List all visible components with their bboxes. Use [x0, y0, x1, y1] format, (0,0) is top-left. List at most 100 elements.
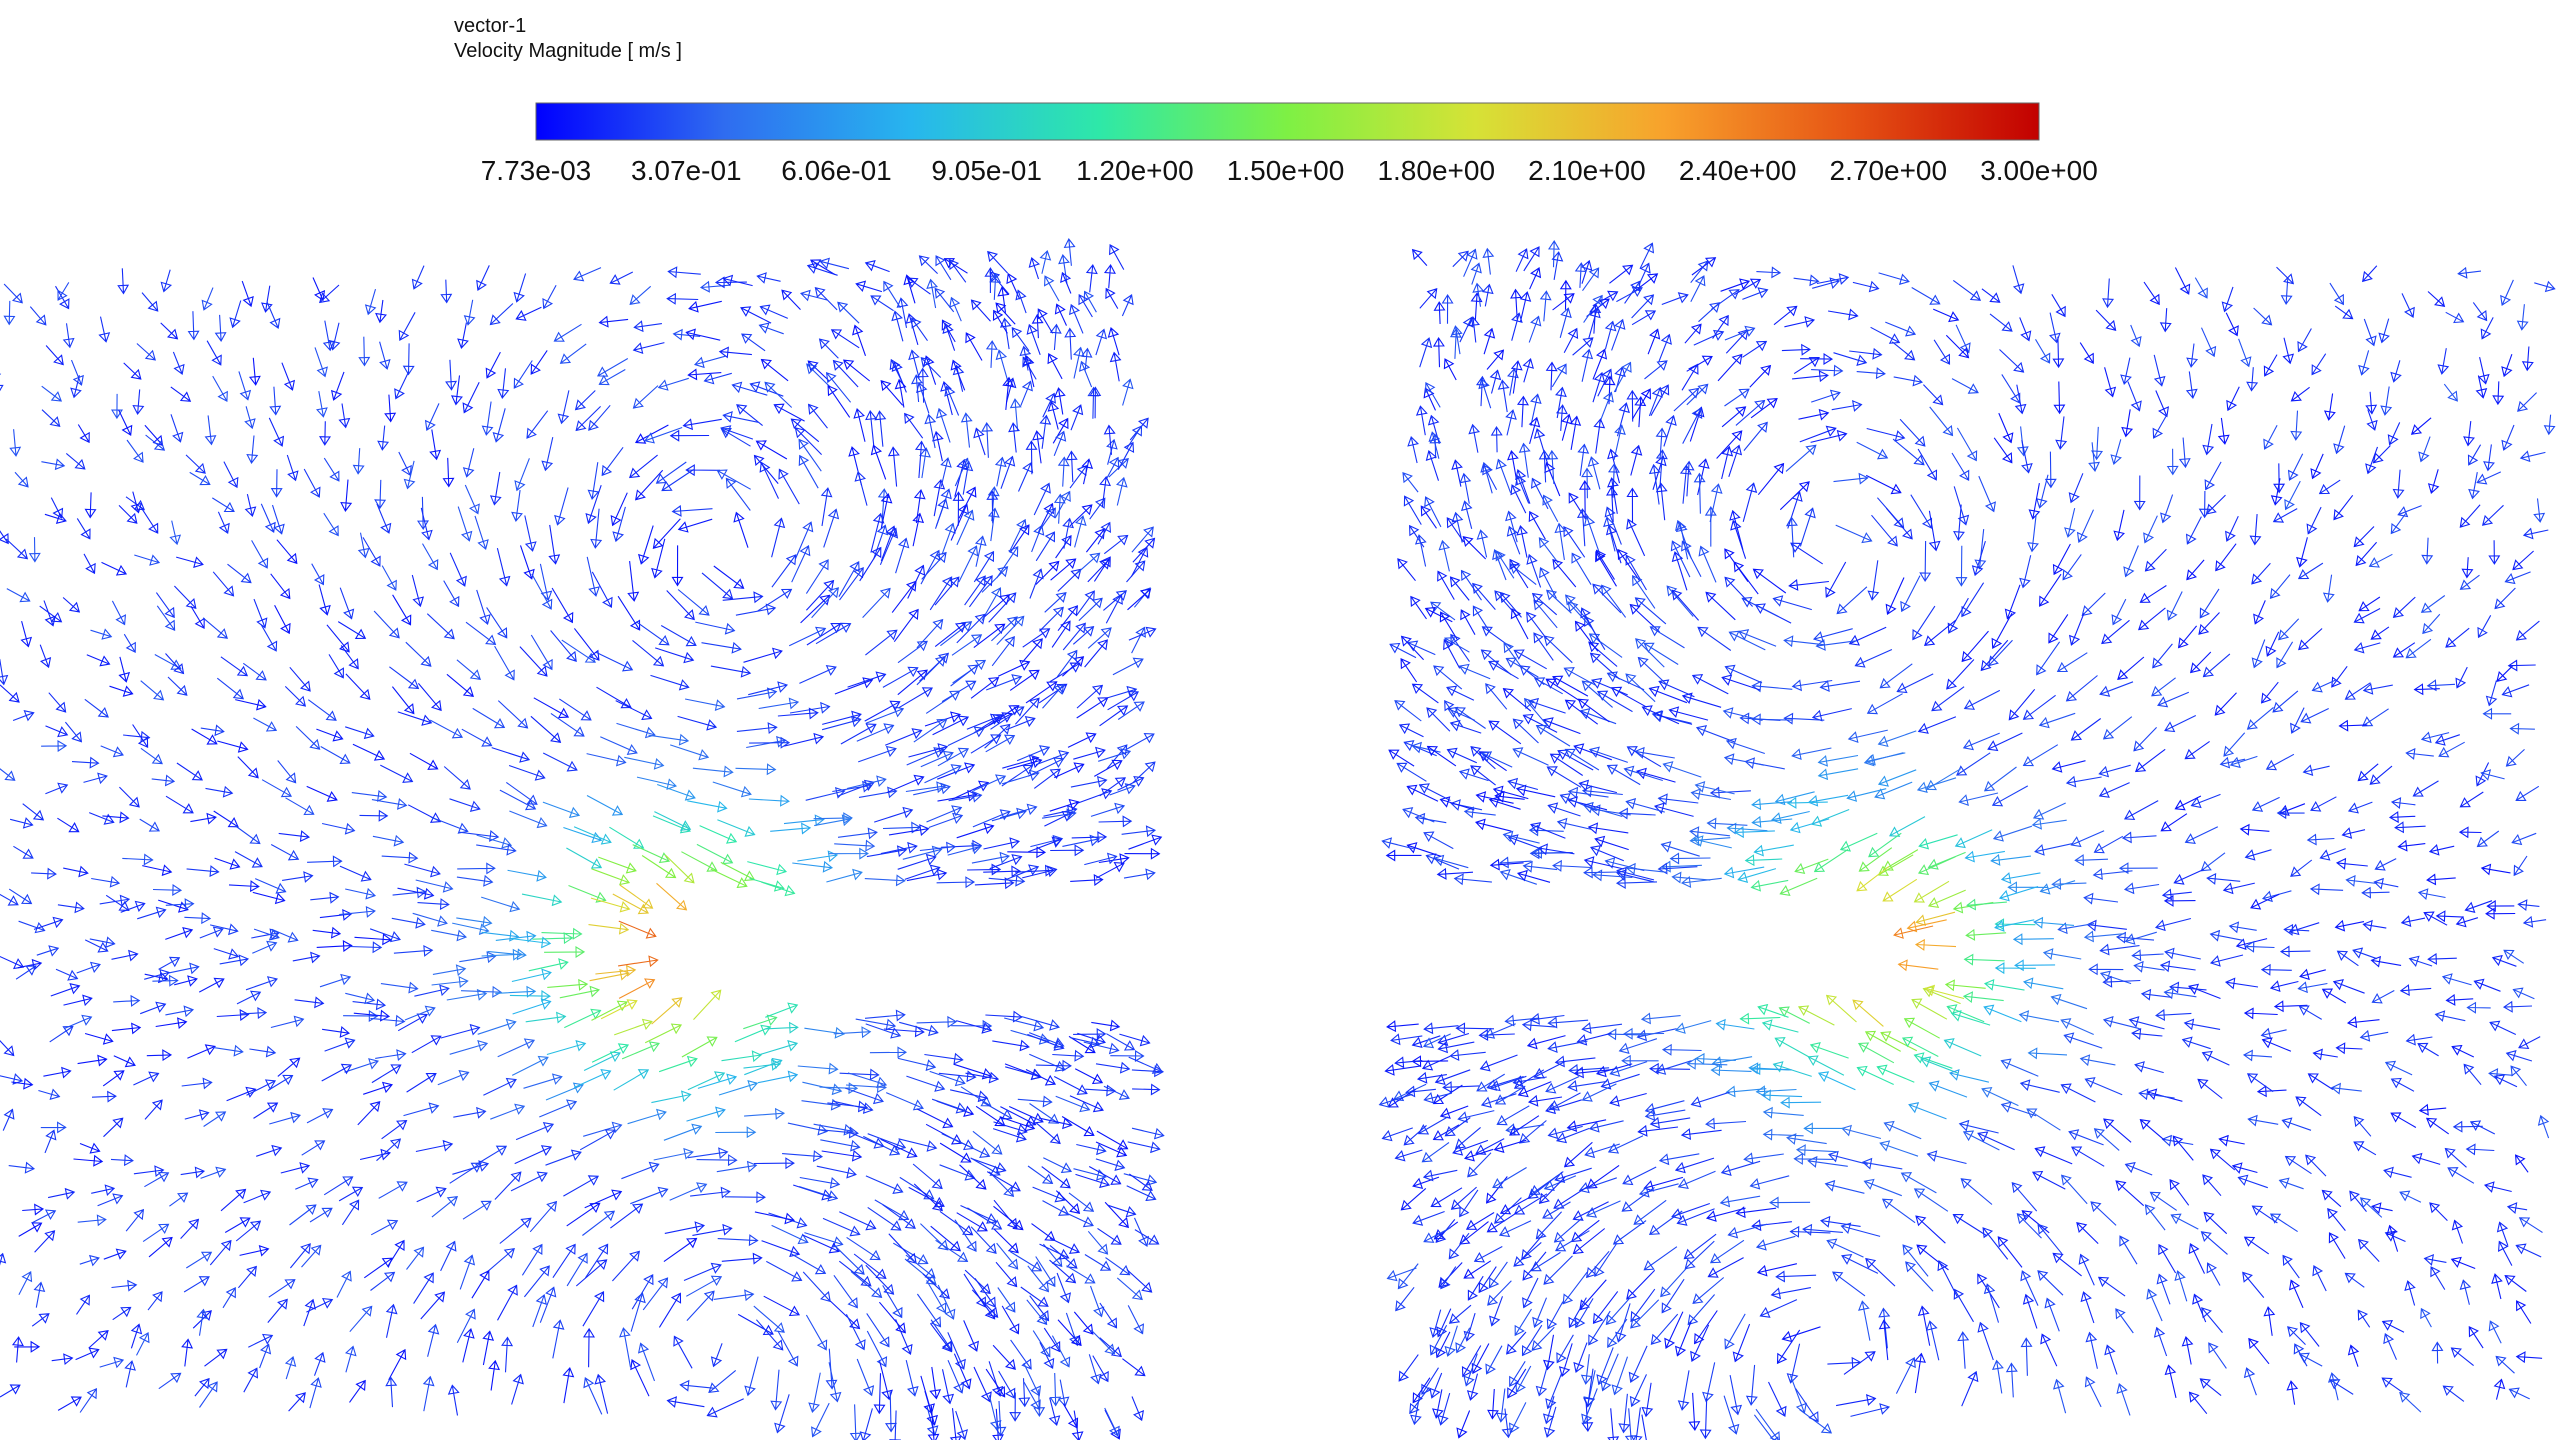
vector-glyph [1025, 681, 1058, 704]
vector-glyph [1681, 363, 1699, 391]
vector-glyph [513, 273, 527, 303]
vector-glyph [140, 1001, 167, 1015]
vector-glyph [2480, 317, 2494, 340]
vector-glyph [632, 385, 659, 409]
vector-glyph [1412, 1176, 1440, 1190]
vector-glyph [935, 407, 951, 443]
vector-glyph [1638, 262, 1651, 286]
vector-glyph [253, 928, 280, 941]
vector-glyph [1104, 1201, 1129, 1229]
vector-glyph [637, 1342, 656, 1382]
vector-glyph [1057, 605, 1079, 632]
vector-glyph [552, 1243, 576, 1279]
vector-glyph [852, 324, 867, 356]
vector-glyph [1913, 880, 1950, 903]
vector-glyph [1133, 1217, 1149, 1248]
tick-label: 3.07e-01 [631, 155, 742, 186]
vector-glyph [1459, 1189, 1479, 1218]
vector-glyph [1918, 834, 1958, 850]
vector-glyph [2450, 1347, 2474, 1367]
vector-glyph [8, 1161, 36, 1174]
vector-glyph [430, 816, 469, 834]
vector-glyph [1577, 698, 1610, 723]
vector-glyph [635, 469, 664, 501]
vector-glyph [2035, 339, 2051, 364]
vector-glyph [415, 1139, 454, 1153]
vector-glyph [1637, 656, 1668, 686]
vector-glyph [185, 454, 206, 474]
vector-glyph [1547, 1016, 1589, 1029]
vector-glyph [2197, 1078, 2223, 1099]
vector-glyph [203, 1111, 227, 1127]
vector-glyph [1815, 639, 1857, 651]
vector-glyph [600, 736, 638, 755]
vector-glyph [953, 1138, 991, 1158]
vector-glyph [1448, 1232, 1470, 1260]
vector-glyph [807, 360, 830, 382]
vector-glyph [397, 711, 433, 726]
vector-glyph [57, 282, 70, 301]
vector-glyph [1691, 674, 1729, 695]
vector-glyph [1616, 866, 1655, 881]
vector-glyph [312, 277, 326, 302]
vector-glyph [1448, 1304, 1472, 1324]
vector-glyph [295, 1177, 319, 1190]
vector-glyph [1580, 607, 1601, 643]
vector-glyph [1576, 1032, 1612, 1046]
vector-glyph [1878, 1319, 1891, 1361]
vector-glyph [292, 951, 321, 964]
vector-glyph [1547, 239, 1560, 268]
vector-glyph [1802, 1223, 1843, 1236]
vector-glyph [112, 1306, 132, 1321]
vector-glyph [144, 424, 164, 447]
vector-glyph [2123, 545, 2139, 578]
vector-glyph [392, 594, 412, 626]
vector-glyph [628, 454, 658, 479]
vector-glyph [763, 1295, 801, 1317]
vector-glyph [2515, 620, 2540, 641]
vector-glyph [147, 1291, 163, 1311]
vector-glyph [1554, 522, 1567, 560]
vector-glyph [2244, 849, 2272, 861]
vector-glyph [328, 654, 344, 679]
vector-glyph [1750, 397, 1778, 419]
vector-glyph [1396, 762, 1427, 782]
vector-glyph [133, 1165, 165, 1178]
vector-glyph [1539, 290, 1552, 322]
vector-glyph [1449, 576, 1470, 601]
vector-glyph [1836, 586, 1868, 615]
vector-glyph [1953, 504, 1965, 542]
vector-glyph [1916, 1244, 1949, 1271]
vector-glyph [213, 1044, 244, 1057]
vector-glyph [1481, 283, 1494, 307]
vector-glyph [387, 1239, 405, 1267]
vector-glyph [2144, 1204, 2166, 1231]
vector-glyph [2188, 1242, 2205, 1274]
vector-glyph [734, 1024, 772, 1043]
vector-glyph [864, 874, 906, 887]
vector-glyph [372, 834, 405, 847]
vector-glyph [2332, 979, 2365, 994]
vector-glyph [914, 440, 927, 479]
vector-glyph [2118, 862, 2158, 875]
vector-glyph [550, 712, 585, 737]
vector-glyph [1900, 575, 1921, 613]
vector-glyph [1912, 605, 1936, 641]
vector-glyph [15, 965, 37, 980]
tick-label: 2.40e+00 [1679, 155, 1797, 186]
vector-glyph [1078, 597, 1103, 621]
vector-glyph [2370, 1202, 2393, 1214]
vector-glyph [2012, 265, 2025, 295]
vector-glyph [1971, 540, 1986, 577]
vector-glyph [345, 726, 375, 740]
vector-glyph [1001, 1305, 1020, 1335]
vector-glyph [34, 1230, 56, 1253]
vector-glyph [557, 390, 570, 425]
vector-glyph [856, 1358, 875, 1397]
vector-glyph [1121, 294, 1134, 317]
vector-glyph [2288, 922, 2320, 936]
vector-glyph [800, 594, 831, 624]
vector-glyph [744, 1107, 786, 1120]
vector-glyph [559, 343, 587, 364]
vector-glyph [2344, 682, 2371, 700]
